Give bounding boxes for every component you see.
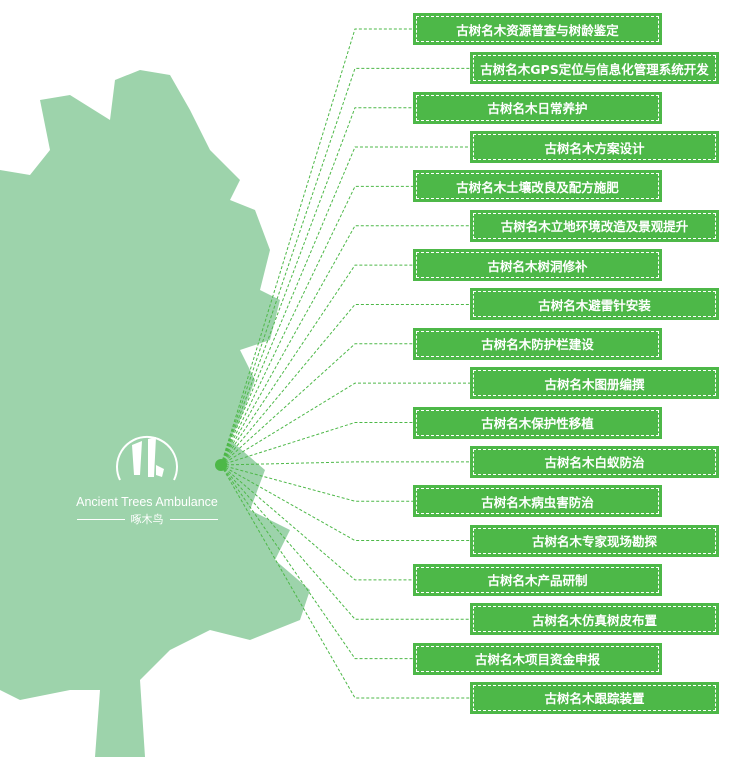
service-item-label: 古树名木白蚁防治	[544, 455, 645, 471]
connector-line	[220, 464, 413, 502]
service-item[interactable]: 古树名木方案设计	[470, 131, 719, 164]
service-item-label: 古树名木土壤改良及配方施肥	[456, 179, 619, 195]
service-item-label: 古树名木病虫害防治	[481, 494, 594, 510]
service-item-label: 古树名木防护栏建设	[481, 337, 594, 353]
service-item-label: 古树名木仿真树皮布置	[531, 612, 657, 628]
connector-line	[220, 464, 470, 699]
connector-line	[220, 107, 413, 466]
service-item[interactable]: 古树名木病虫害防治	[413, 485, 662, 518]
logo-english: Ancient Trees Ambulance	[76, 495, 218, 509]
service-item-label: 古树名木产品研制	[487, 573, 588, 589]
connector-line	[220, 343, 413, 466]
connector-line	[220, 464, 470, 542]
service-item[interactable]: 古树名木仿真树皮布置	[470, 603, 719, 636]
service-item[interactable]: 古树名木项目资金申报	[413, 642, 662, 675]
connector-line	[220, 146, 470, 466]
service-item[interactable]: 古树名木跟踪装置	[470, 681, 719, 714]
woodpecker-tree-icon	[116, 436, 178, 481]
connector-line	[220, 464, 413, 581]
service-item-label: 古树名木资源普查与树龄鉴定	[456, 22, 619, 38]
service-item[interactable]: 古树名木土壤改良及配方施肥	[413, 170, 662, 203]
service-item-label: 古树名木图册编撰	[544, 376, 645, 392]
service-item[interactable]: 古树名木防护栏建设	[413, 327, 662, 360]
logo-chinese: 啄木鸟	[130, 513, 164, 526]
connector-line	[220, 264, 413, 466]
service-item-label: 古树名木日常养护	[487, 101, 588, 117]
connector-line	[220, 464, 413, 660]
service-item[interactable]: 古树名木白蚁防治	[470, 445, 719, 478]
connector-line	[220, 303, 470, 466]
service-item[interactable]: 古树名木GPS定位与信息化管理系统开发	[470, 52, 719, 85]
service-item-label: 古树名木项目资金申报	[474, 652, 600, 668]
service-item[interactable]: 古树名木保护性移植	[413, 406, 662, 439]
origin-dot	[215, 459, 227, 471]
service-item-label: 古树名木专家现场勘探	[531, 534, 657, 550]
service-item[interactable]: 古树名木立地环境改造及景观提升	[470, 209, 719, 242]
service-item-label: 古树名木立地环境改造及景观提升	[500, 219, 689, 235]
connector-line	[220, 67, 470, 466]
service-item[interactable]: 古树名木产品研制	[413, 563, 662, 596]
connector-line	[220, 185, 413, 466]
service-item-label: 古树名木避雷针安装	[538, 297, 651, 313]
connector-line	[220, 464, 470, 620]
service-item-label: 古树名木方案设计	[544, 140, 645, 156]
service-item[interactable]: 古树名木日常养护	[413, 91, 662, 124]
service-item[interactable]: 古树名木资源普查与树龄鉴定	[413, 13, 662, 45]
service-item[interactable]: 古树名木专家现场勘探	[470, 524, 719, 557]
connector-line	[220, 461, 470, 466]
service-item-label: 古树名木保护性移植	[481, 416, 594, 431]
connector-lines	[220, 28, 470, 699]
service-item[interactable]: 古树名木树洞修补	[413, 249, 662, 282]
connector-line	[220, 422, 413, 466]
service-item[interactable]: 古树名木避雷针安装	[470, 288, 719, 321]
service-item[interactable]: 古树名木图册编撰	[470, 367, 719, 400]
connector-line	[220, 382, 470, 466]
connector-line	[220, 225, 470, 466]
connector-line	[220, 28, 413, 466]
service-item-label: 古树名木树洞修补	[487, 258, 588, 274]
service-item-label: 古树名木跟踪装置	[544, 691, 645, 707]
service-item-label: 古树名木GPS定位与信息化管理系统开发	[480, 61, 709, 77]
logo: Ancient Trees Ambulance 啄木鸟	[62, 425, 232, 527]
